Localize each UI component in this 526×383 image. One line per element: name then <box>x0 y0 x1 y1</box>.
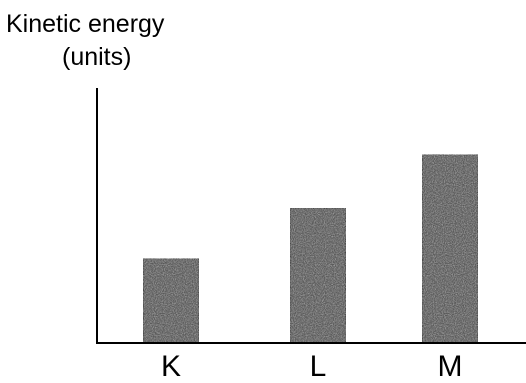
y-axis-label-line-2: (units) <box>62 43 131 71</box>
bar-l <box>289 207 347 344</box>
bars-group <box>142 154 479 344</box>
x-tick-labels-group: K L M <box>161 350 463 383</box>
x-tick-label-m: M <box>438 350 463 383</box>
bar-k <box>142 258 200 344</box>
x-tick-label-k: K <box>161 350 181 383</box>
x-tick-label-l: L <box>310 350 327 383</box>
y-axis-label-line-1: Kinetic energy <box>6 10 165 38</box>
bar-m <box>421 154 479 344</box>
